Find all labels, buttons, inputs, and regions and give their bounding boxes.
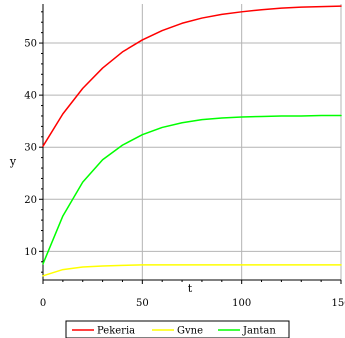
legend-items: Pekeria Gvne Jantan: [72, 326, 276, 337]
legend-box: [65, 320, 290, 338]
axis-layer: 10 20 30 40 50 0 50 100 150: [24, 4, 345, 309]
x-axis-label: t: [188, 282, 193, 295]
series-line-pekeria: [42, 5, 342, 147]
series-line-gvne: [42, 264, 342, 277]
y-tick-label: 10: [24, 247, 37, 258]
legend: Pekeria Gvne Jantan: [65, 320, 290, 338]
y-axis-label: y: [9, 155, 17, 168]
y-tick-label: 50: [24, 39, 37, 50]
grid-layer: [43, 4, 342, 280]
y-tick-label: 20: [24, 195, 37, 206]
y-tick-label: 40: [24, 91, 37, 102]
y-tick-label: 30: [24, 143, 37, 154]
x-tick-label: 0: [40, 298, 46, 309]
x-tick-label: 100: [232, 298, 251, 309]
legend-label-gvne: Gvne: [177, 326, 203, 337]
x-tick-label: 50: [136, 298, 149, 309]
legend-label-jantan: Jantan: [242, 326, 276, 337]
series-line-jantan: [42, 114, 342, 265]
legend-label-pekeria: Pekeria: [97, 326, 135, 337]
x-tick-label: 150: [331, 298, 345, 309]
series-layer: [42, 5, 342, 277]
